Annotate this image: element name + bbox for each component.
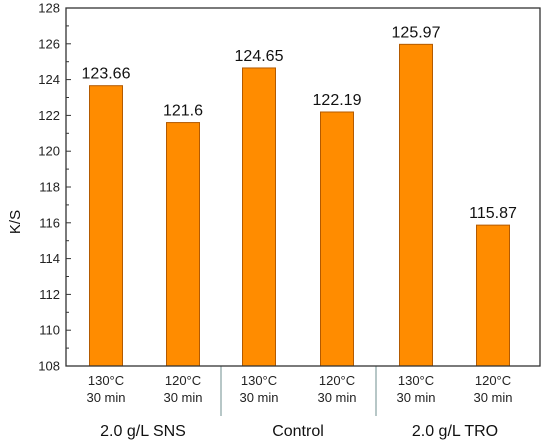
y-axis-title: K/S — [7, 210, 24, 234]
group-label: Control — [272, 423, 324, 440]
bar — [89, 85, 123, 367]
labels-layer: 123.66 130°C 30 min 121.6 120°C 30 min 124.65 1… — [82, 24, 517, 440]
data-label: 123.66 — [82, 66, 131, 83]
bar — [476, 224, 510, 367]
category-time-label: 30 min — [86, 390, 125, 405]
category-time-label: 30 min — [317, 390, 356, 405]
category-temp-label: 120°C — [319, 373, 355, 388]
y-tick-label: 110 — [39, 323, 60, 338]
bar — [320, 111, 354, 367]
data-label: 124.65 — [235, 48, 284, 65]
bar — [242, 67, 276, 367]
bar — [166, 122, 200, 367]
data-label: 125.97 — [392, 24, 441, 41]
y-tick-label: 116 — [39, 215, 60, 230]
y-tick-label: 108 — [38, 359, 60, 374]
category-time-label: 30 min — [163, 390, 202, 405]
group-label: 2.0 g/L TRO — [412, 423, 498, 440]
data-label: 122.19 — [313, 92, 362, 109]
y-tick-label: 120 — [38, 144, 60, 159]
category-time-label: 30 min — [473, 390, 512, 405]
category-temp-label: 130°C — [398, 373, 434, 388]
plot-frame — [65, 7, 541, 367]
category-time-label: 30 min — [239, 390, 278, 405]
data-label: 121.6 — [163, 103, 203, 120]
data-label: 115.87 — [469, 205, 517, 222]
bars-layer — [89, 43, 510, 367]
category-temp-label: 130°C — [88, 373, 124, 388]
category-temp-label: 120°C — [165, 373, 201, 388]
category-time-label: 30 min — [396, 390, 435, 405]
group-label: 2.0 g/L SNS — [100, 423, 186, 440]
bar — [399, 43, 433, 367]
y-tick-label: 128 — [38, 1, 60, 16]
y-tick-label: 124 — [38, 72, 60, 87]
y-tick-label: 118 — [39, 180, 60, 195]
category-temp-label: 120°C — [475, 373, 511, 388]
y-tick-label: 126 — [38, 36, 60, 51]
category-temp-label: 130°C — [241, 373, 277, 388]
y-tick-label: 112 — [39, 287, 60, 302]
y-tick-label: 114 — [39, 251, 60, 266]
y-ticks: 108 110 112 114 116 118 120 122 124 126 128 — [38, 1, 71, 374]
y-tick-label: 122 — [38, 108, 60, 123]
